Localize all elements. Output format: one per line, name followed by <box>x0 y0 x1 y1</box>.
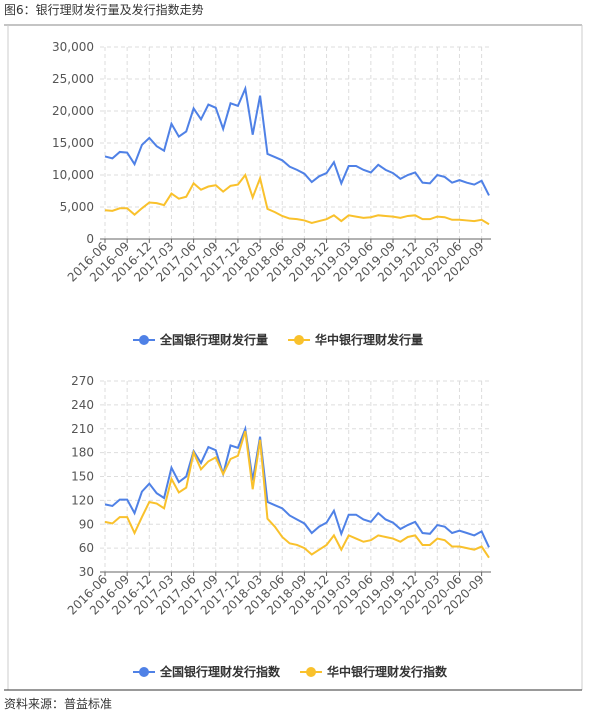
source-note: 资料来源：普益标准 <box>4 697 112 711</box>
legend-label: 全国银行理财发行指数 <box>159 664 281 679</box>
series-line <box>104 85 490 196</box>
y-tick-label: 30,000 <box>52 40 94 54</box>
y-tick-label: 0 <box>86 232 94 246</box>
legend-marker <box>306 667 317 677</box>
series-line <box>104 430 490 559</box>
y-tick-label: 270 <box>71 374 94 388</box>
legend-marker <box>139 335 149 345</box>
series-line <box>104 424 490 548</box>
legend-label: 全国银行理财发行量 <box>159 332 268 347</box>
legend-label: 华中银行理财发行指数 <box>327 664 448 679</box>
y-tick-label: 120 <box>71 493 94 507</box>
y-tick-label: 180 <box>71 446 94 460</box>
series-line <box>104 172 490 226</box>
y-tick-label: 25,000 <box>52 72 94 86</box>
y-tick-label: 90 <box>79 517 94 531</box>
y-tick-label: 5,000 <box>60 200 94 214</box>
page-title: 图6：银行理财发行量及发行指数走势 <box>4 2 204 17</box>
y-tick-label: 15,000 <box>52 136 94 150</box>
y-tick-label: 10,000 <box>52 168 94 182</box>
y-tick-label: 150 <box>71 470 94 484</box>
y-tick-label: 240 <box>71 398 94 412</box>
legend-label: 华中银行理财发行量 <box>315 332 423 347</box>
legend-marker <box>294 335 305 345</box>
y-tick-label: 30 <box>79 565 94 579</box>
y-tick-label: 60 <box>79 541 94 555</box>
y-tick-label: 210 <box>71 422 94 436</box>
legend-marker <box>139 667 149 677</box>
y-tick-label: 20,000 <box>52 104 94 118</box>
